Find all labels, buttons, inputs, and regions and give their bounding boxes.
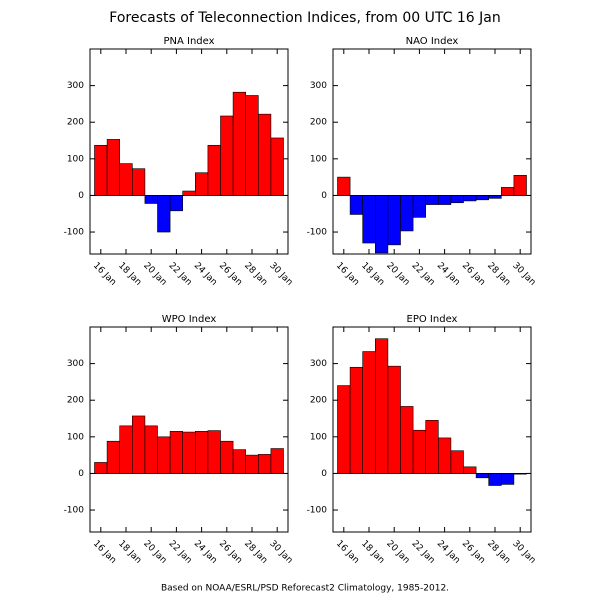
y-tick-label: 200 bbox=[310, 118, 327, 128]
bar bbox=[387, 365, 401, 474]
bar bbox=[232, 449, 247, 474]
y-tick-label: 200 bbox=[67, 396, 84, 406]
y-tick-label: 0 bbox=[321, 469, 327, 479]
panel-title: WPO Index bbox=[162, 314, 217, 325]
y-tick-label: 300 bbox=[67, 359, 84, 369]
y-tick-label: 300 bbox=[67, 81, 84, 91]
bar bbox=[257, 454, 272, 474]
bar bbox=[337, 385, 351, 474]
panel-title: NAO Index bbox=[406, 36, 459, 47]
bar bbox=[374, 338, 389, 474]
bar bbox=[132, 415, 146, 474]
y-tick-label: 0 bbox=[78, 191, 84, 201]
bar bbox=[362, 195, 376, 244]
bar bbox=[450, 450, 464, 474]
bar bbox=[437, 195, 452, 205]
bar bbox=[270, 137, 284, 196]
bar bbox=[362, 351, 376, 474]
y-tick-label: 0 bbox=[321, 191, 327, 201]
bar bbox=[220, 440, 234, 474]
bar bbox=[437, 437, 452, 474]
bar bbox=[182, 431, 196, 474]
bar bbox=[169, 431, 184, 474]
bar bbox=[245, 454, 259, 474]
bar bbox=[106, 440, 120, 474]
bar bbox=[387, 195, 401, 246]
bar bbox=[94, 462, 108, 474]
panel-title: PNA Index bbox=[163, 36, 214, 47]
bar bbox=[144, 425, 158, 474]
bar bbox=[157, 195, 171, 233]
plot-frame bbox=[89, 48, 289, 255]
bar bbox=[207, 144, 221, 196]
bar bbox=[374, 195, 389, 254]
bar bbox=[182, 190, 196, 196]
footnote: Based on NOAA/ESRL/PSD Reforecast2 Clima… bbox=[161, 584, 449, 594]
y-tick-label: 100 bbox=[67, 154, 84, 164]
bar bbox=[463, 195, 477, 202]
bar bbox=[349, 366, 364, 474]
bar bbox=[488, 195, 502, 199]
bar bbox=[513, 174, 527, 196]
bar bbox=[94, 144, 108, 196]
bar bbox=[270, 448, 284, 474]
y-tick-label: 200 bbox=[67, 118, 84, 128]
plot-frame bbox=[89, 326, 289, 533]
y-tick-label: 300 bbox=[310, 81, 327, 91]
bar bbox=[450, 195, 464, 204]
y-tick-label: 0 bbox=[78, 469, 84, 479]
bar bbox=[488, 473, 502, 486]
bar bbox=[500, 187, 515, 196]
bar bbox=[119, 425, 133, 474]
bar bbox=[475, 195, 490, 201]
bar bbox=[500, 473, 515, 485]
bar bbox=[169, 195, 184, 212]
bar bbox=[106, 139, 120, 196]
bar bbox=[132, 168, 146, 196]
bar bbox=[195, 431, 209, 474]
bar bbox=[412, 429, 427, 474]
y-tick-label: -100 bbox=[64, 506, 85, 516]
bar bbox=[119, 163, 133, 196]
panel-title: EPO Index bbox=[407, 314, 458, 325]
bar bbox=[412, 195, 427, 218]
bar bbox=[349, 195, 364, 215]
figure-title: Forecasts of Teleconnection Indices, fro… bbox=[109, 10, 500, 26]
bar bbox=[257, 113, 272, 196]
plot-frame bbox=[332, 326, 532, 533]
bar bbox=[195, 172, 209, 196]
bar bbox=[207, 430, 221, 474]
bar bbox=[425, 420, 439, 474]
bar bbox=[400, 406, 414, 474]
y-tick-label: 100 bbox=[67, 432, 84, 442]
y-tick-label: 200 bbox=[310, 396, 327, 406]
y-tick-label: -100 bbox=[307, 506, 328, 516]
bar bbox=[425, 195, 439, 205]
bar bbox=[144, 195, 158, 204]
y-tick-label: -100 bbox=[307, 228, 328, 238]
bar bbox=[220, 115, 234, 196]
bar bbox=[337, 176, 351, 196]
bar bbox=[475, 473, 490, 479]
y-tick-label: -100 bbox=[64, 228, 85, 238]
y-tick-label: 100 bbox=[310, 432, 327, 442]
bar bbox=[463, 466, 477, 474]
bar bbox=[232, 91, 247, 196]
y-tick-label: 300 bbox=[310, 359, 327, 369]
bar bbox=[245, 95, 259, 196]
bar bbox=[157, 436, 171, 474]
bar bbox=[400, 195, 414, 232]
plot-frame bbox=[332, 48, 532, 255]
y-tick-label: 100 bbox=[310, 154, 327, 164]
